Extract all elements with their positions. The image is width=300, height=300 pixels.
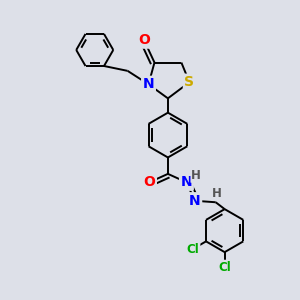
- Text: N: N: [181, 175, 192, 189]
- Text: Cl: Cl: [218, 261, 231, 274]
- Text: H: H: [212, 188, 222, 200]
- Text: H: H: [191, 169, 201, 182]
- Text: O: O: [143, 175, 155, 189]
- Text: N: N: [143, 77, 154, 91]
- Text: Cl: Cl: [186, 243, 199, 256]
- Text: O: O: [138, 33, 150, 47]
- Text: S: S: [184, 75, 194, 89]
- Text: N: N: [189, 194, 201, 208]
